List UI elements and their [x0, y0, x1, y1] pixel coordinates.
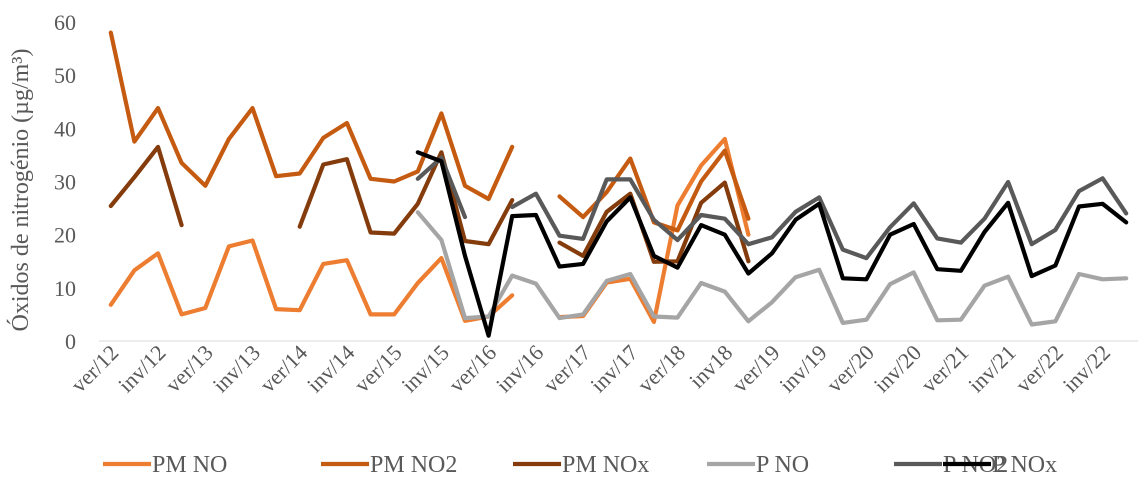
y-tick-label: 60 [54, 10, 76, 35]
y-tick-label: 30 [54, 170, 76, 195]
x-tick-label: ver/22 [1010, 340, 1067, 397]
x-tick-label: inv/17 [585, 340, 642, 397]
x-tick-label: ver/16 [444, 340, 501, 397]
x-tick-label: ver/17 [538, 340, 595, 397]
x-tick-label: inv/20 [869, 340, 926, 397]
x-tick-label: inv/14 [302, 340, 359, 397]
x-tick-label: inv/19 [774, 340, 831, 397]
x-tick-label: ver/13 [160, 340, 217, 397]
x-tick-label: inv/15 [396, 340, 453, 397]
y-tick-label: 40 [54, 116, 76, 141]
y-axis-ticks: 0 10 20 30 40 50 60 [54, 10, 76, 354]
series-line-p-nox [415, 150, 1129, 338]
series-line-pm-no2 [108, 30, 751, 233]
y-tick-label: 50 [54, 63, 76, 88]
x-tick-label: inv18 [684, 340, 737, 393]
x-tick-label: inv/22 [1058, 340, 1115, 397]
x-tick-label: ver/19 [727, 340, 784, 397]
legend-label: P NOx [992, 452, 1057, 478]
x-tick-label: ver/20 [822, 340, 879, 397]
series-line-p-no2 [415, 155, 1129, 261]
x-tick-label: ver/21 [916, 340, 973, 397]
series-line-pm-nox [108, 144, 751, 264]
x-axis-ticks: ver/12inv/12ver/13inv/13ver/14inv/14ver/… [66, 340, 1115, 397]
y-tick-label: 0 [65, 329, 76, 354]
series-line-p-no [415, 210, 1129, 327]
y-axis-title: Óxidos de nitrogénio (µg/m³) [7, 49, 34, 332]
x-tick-label: inv/16 [491, 340, 548, 397]
legend-label: P NO [756, 452, 809, 478]
y-tick-label: 10 [54, 276, 76, 301]
x-tick-label: ver/18 [633, 340, 690, 397]
x-tick-label: inv/12 [113, 340, 170, 397]
y-tick-label: 20 [54, 223, 76, 248]
legend-label: PM NOx [562, 452, 649, 478]
x-tick-label: ver/14 [255, 340, 312, 397]
x-tick-label: inv/21 [963, 340, 1020, 397]
series-lines [108, 30, 1129, 338]
legend-label: PM NO [152, 452, 227, 478]
x-tick-label: inv/13 [208, 340, 265, 397]
x-tick-label: ver/15 [349, 340, 406, 397]
legend-label: PM NO2 [370, 452, 457, 478]
